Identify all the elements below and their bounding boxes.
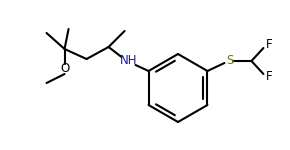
Text: F: F xyxy=(265,39,272,51)
Text: O: O xyxy=(60,63,69,75)
Text: F: F xyxy=(265,70,272,84)
Text: NH: NH xyxy=(120,54,137,68)
Text: S: S xyxy=(226,54,233,68)
